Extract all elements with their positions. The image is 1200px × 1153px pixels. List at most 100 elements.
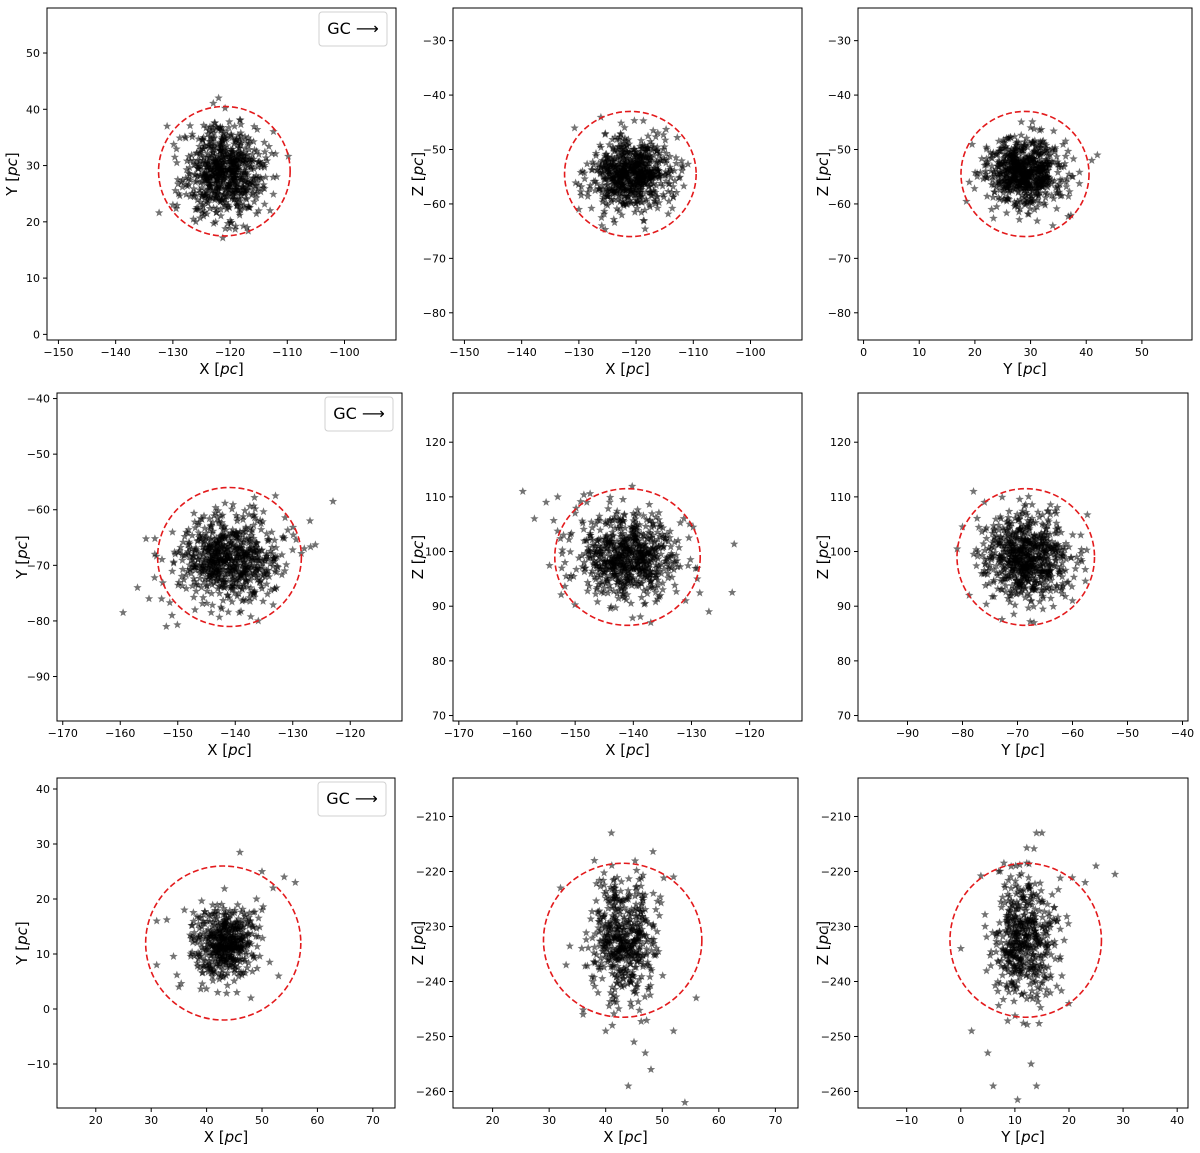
star-point [618, 589, 627, 598]
legend-label: GC ⟶ [333, 404, 385, 423]
star-point [203, 967, 213, 976]
star-point [609, 195, 619, 204]
star-point [190, 605, 200, 614]
y-tick-label: 120 [830, 436, 851, 449]
star-point [1068, 596, 1077, 605]
star-point [970, 168, 980, 177]
star-point [987, 541, 996, 550]
star-point [210, 128, 219, 137]
star-point [224, 607, 233, 616]
x-axis-label: X [pc] [207, 741, 252, 759]
star-point [991, 149, 1001, 158]
star-point [679, 181, 688, 190]
star-point [1007, 581, 1017, 590]
star-point [590, 572, 599, 581]
star-point [239, 537, 248, 546]
star-point [253, 178, 262, 187]
star-point [205, 122, 215, 131]
star-point [1050, 506, 1060, 515]
star-point [617, 577, 626, 586]
star-point [1012, 173, 1021, 182]
x-tick-label: −50 [1116, 727, 1139, 740]
star-point [581, 563, 590, 572]
star-point [1038, 519, 1047, 528]
y-tick-label: 70 [432, 710, 446, 723]
star-point [1013, 202, 1022, 211]
star-point [262, 554, 271, 563]
star-point [620, 578, 629, 587]
star-point [596, 143, 606, 152]
star-point [600, 556, 609, 565]
star-point [195, 568, 204, 577]
star-point [634, 509, 643, 518]
y-tick-label: −80 [828, 307, 851, 320]
star-point [254, 932, 263, 941]
x-tick-label: −100 [329, 346, 359, 359]
star-point [670, 580, 679, 589]
star-point [210, 151, 219, 160]
star-point [266, 559, 275, 568]
star-point [234, 573, 244, 582]
star-point [1007, 534, 1016, 543]
star-point [231, 578, 240, 586]
star-point [1064, 192, 1073, 200]
star-point [202, 927, 211, 936]
star-point [238, 515, 248, 524]
star-point [1010, 600, 1020, 609]
star-point [237, 938, 246, 947]
star-point [255, 922, 264, 931]
star-point [1038, 567, 1047, 575]
star-point [157, 555, 167, 564]
star-point [626, 563, 636, 572]
star-point [1035, 547, 1044, 556]
star-point [589, 177, 598, 185]
star-point [223, 569, 232, 577]
x-axis-label: Y [pc] [1000, 741, 1044, 759]
star-point [239, 921, 248, 930]
star-point [619, 549, 628, 558]
star-point [1037, 534, 1047, 543]
star-point [252, 189, 261, 198]
star-point [635, 160, 644, 169]
star-point [628, 481, 637, 490]
star-point [291, 878, 300, 887]
star-point [245, 597, 255, 605]
star-point [193, 554, 203, 563]
star-point [232, 152, 241, 161]
star-point [271, 149, 280, 158]
star-point [283, 525, 292, 534]
star-point [167, 611, 177, 619]
star-point [662, 155, 671, 164]
star-point [999, 154, 1008, 163]
star-point [269, 600, 278, 609]
star-point [669, 192, 678, 201]
star-point [988, 175, 997, 184]
star-point [652, 181, 661, 190]
star-point [257, 555, 267, 564]
star-point [1027, 546, 1037, 555]
star-point [1030, 124, 1039, 133]
star-point [199, 120, 208, 129]
x-tick-label: −120 [621, 346, 651, 359]
star-point [606, 493, 615, 501]
star-point [591, 519, 600, 528]
star-point [616, 543, 625, 552]
star-point [245, 154, 254, 163]
star-point [663, 537, 673, 546]
star-point [245, 908, 254, 917]
star-point [1007, 519, 1017, 527]
star-point [1058, 558, 1067, 567]
star-point [997, 143, 1007, 152]
star-point [590, 186, 600, 195]
star-point [639, 511, 648, 520]
y-tick-label: −70 [423, 252, 446, 265]
star-point [1027, 531, 1036, 540]
star-point [208, 967, 217, 976]
star-point [1025, 545, 1034, 554]
star-point [620, 133, 630, 142]
star-point [204, 550, 214, 558]
star-point [972, 545, 981, 554]
star-point [250, 197, 259, 206]
star-point [646, 576, 656, 585]
star-point [999, 547, 1009, 556]
